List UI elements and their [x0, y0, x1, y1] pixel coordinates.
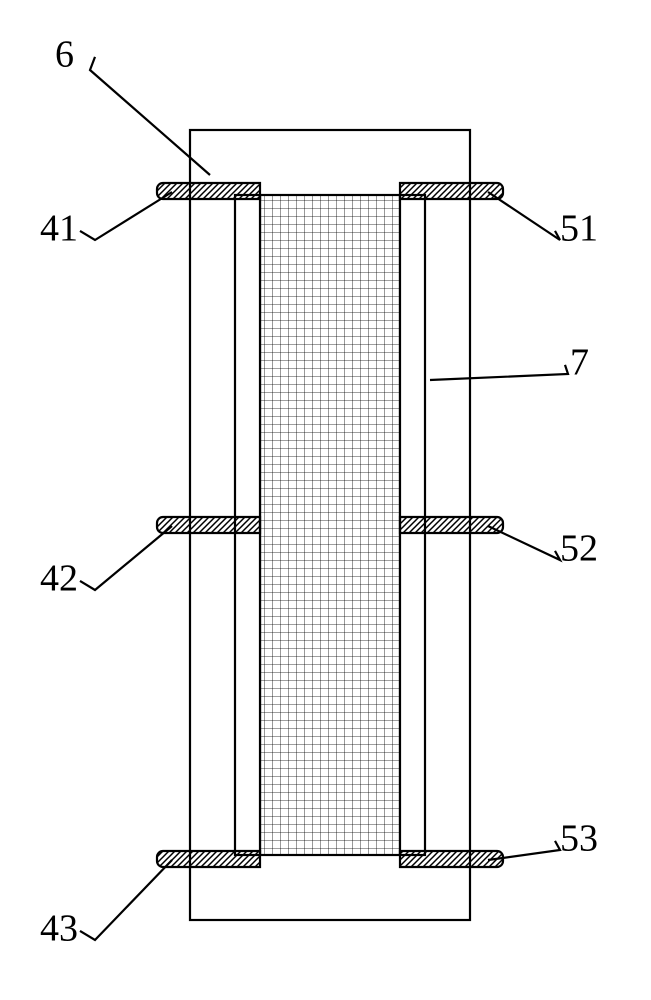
- label-52: 52: [560, 527, 598, 569]
- tab-41: [157, 183, 260, 199]
- tab-53: [400, 851, 503, 867]
- leader-6: [90, 57, 210, 175]
- leader-51: [488, 192, 560, 240]
- tab-51: [400, 183, 503, 199]
- leader-52: [488, 526, 560, 560]
- label-7: 7: [570, 341, 589, 383]
- mesh-core: [260, 195, 400, 855]
- leader-43: [80, 860, 172, 940]
- label-42: 42: [40, 557, 78, 599]
- diagram-canvas: 6 41 42 43 51 7 52 53: [0, 0, 651, 1000]
- tab-42: [157, 517, 260, 533]
- label-43: 43: [40, 907, 78, 949]
- tab-52: [400, 517, 503, 533]
- leader-42: [80, 526, 172, 590]
- label-53: 53: [560, 817, 598, 859]
- tab-43: [157, 851, 260, 867]
- label-41: 41: [40, 207, 78, 249]
- leader-7: [430, 365, 568, 380]
- label-51: 51: [560, 207, 598, 249]
- label-6: 6: [55, 33, 74, 75]
- leader-41: [80, 192, 172, 240]
